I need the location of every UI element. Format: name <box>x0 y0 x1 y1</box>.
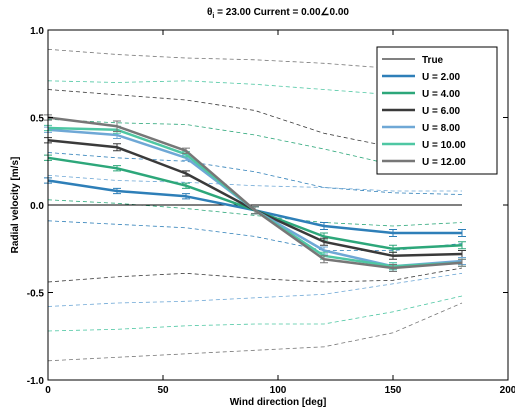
y-axis-label: Radial velocity [m/s] <box>10 157 21 254</box>
errorbar-3-5 <box>389 251 397 260</box>
x-tick-label: 200 <box>500 385 515 396</box>
title-rest: = 23.00 Current = 0.00∠0.00 <box>214 7 349 18</box>
legend-label: True <box>422 55 444 66</box>
legend-label: U = 10.00 <box>422 140 466 151</box>
legend: True U = 2.00 U = 4.00 U = 6.00 U = 8.00 U = … <box>376 46 498 175</box>
errorbar-1-5 <box>389 229 397 237</box>
y-tick-label: 0.5 <box>30 114 44 125</box>
y-tick-label: -0.5 <box>27 289 45 300</box>
legend-label: U = 8.00 <box>422 123 461 134</box>
errorbar-2-1 <box>113 165 121 172</box>
errorbar-6-5 <box>389 264 397 272</box>
legend-entry-0: True <box>382 55 444 66</box>
errorbar-1-2 <box>182 193 190 200</box>
title-subscript: i <box>212 13 214 20</box>
errorbar-6-2 <box>182 147 190 154</box>
errorbar-6-4 <box>320 255 328 264</box>
x-tick-label: 150 <box>385 385 402 396</box>
title-theta: θ <box>207 7 212 18</box>
y-tick-label: -1.0 <box>27 376 45 387</box>
legend-label: U = 2.00 <box>422 72 461 83</box>
legend-label: U = 6.00 <box>422 106 461 117</box>
x-axis-label: Wind direction [deg] <box>230 397 327 408</box>
band-lower-5 <box>47 295 463 332</box>
axes: 0 50 100 150 200 -1.0 -0.5 0.0 0.5 1.0 <box>27 26 515 396</box>
errorbar-2-2 <box>182 182 190 189</box>
errorbar-1-4 <box>320 222 328 230</box>
errorbar-3-1 <box>113 143 121 152</box>
y-tick-label: 0.0 <box>30 201 44 212</box>
x-tick-label: 100 <box>270 385 287 396</box>
legend-label: U = 4.00 <box>422 89 461 100</box>
y-tick-label: 1.0 <box>30 26 44 37</box>
errorbar-2-6 <box>458 241 466 250</box>
errorbar-6-1 <box>113 120 121 132</box>
errorbar-1-6 <box>458 229 466 237</box>
errorbar-6-6 <box>458 258 466 267</box>
legend-label: U = 12.00 <box>422 157 466 168</box>
errorbar-6-3 <box>251 206 259 215</box>
errorbar-1-1 <box>113 187 121 195</box>
x-tick-label: 0 <box>45 385 51 396</box>
errorbar-3-2 <box>182 170 190 177</box>
chart-title: θi = 23.00 Current = 0.00∠0.00 <box>207 7 349 20</box>
legend-entry-1: U = 2.00 <box>382 72 461 83</box>
legend-entry-2: U = 4.00 <box>382 89 461 100</box>
band-lower-6 <box>47 302 463 362</box>
band-upper-4 <box>47 174 462 192</box>
legend-entry-5: U = 10.00 <box>382 140 466 151</box>
band-lower-2 <box>47 199 463 227</box>
legend-entry-4: U = 8.00 <box>382 123 461 134</box>
legend-entry-3: U = 6.00 <box>382 106 461 117</box>
legend-entry-6: U = 12.00 <box>382 157 466 168</box>
x-tick-label: 50 <box>157 385 169 396</box>
band-lower-4 <box>47 272 463 307</box>
series-lines <box>44 114 466 272</box>
errorbar-3-4 <box>320 237 328 246</box>
band-lower-3 <box>47 267 463 283</box>
